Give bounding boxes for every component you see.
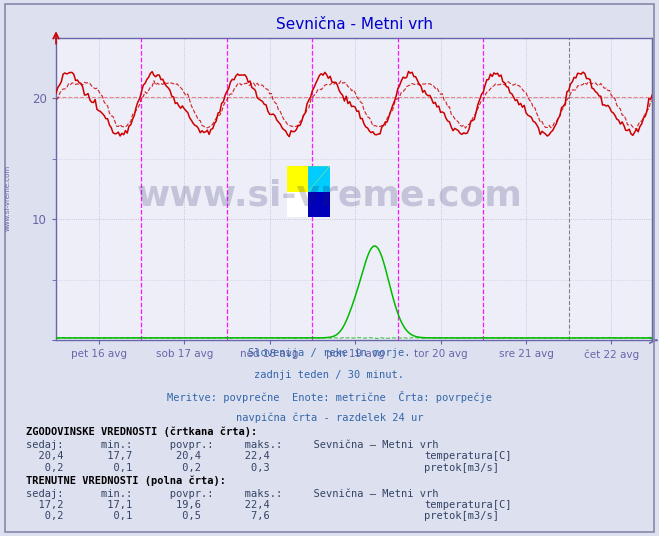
Text: 0,2        0,1        0,5        7,6: 0,2 0,1 0,5 7,6	[26, 511, 270, 522]
Title: Sevnična - Metni vrh: Sevnična - Metni vrh	[275, 17, 433, 32]
Text: 20,4       17,7       20,4       22,4: 20,4 17,7 20,4 22,4	[26, 451, 270, 461]
Text: 17,2       17,1       19,6       22,4: 17,2 17,1 19,6 22,4	[26, 500, 270, 510]
Text: 0,2        0,1        0,2        0,3: 0,2 0,1 0,2 0,3	[26, 463, 270, 473]
Text: TRENUTNE VREDNOSTI (polna črta):: TRENUTNE VREDNOSTI (polna črta):	[26, 475, 226, 486]
Text: temperatura[C]: temperatura[C]	[424, 451, 512, 461]
Text: pretok[m3/s]: pretok[m3/s]	[424, 463, 500, 473]
Bar	[287, 166, 330, 192]
Text: Meritve: povprečne  Enote: metrične  Črta: povrpečje: Meritve: povprečne Enote: metrične Črta:…	[167, 391, 492, 403]
Bar	[308, 192, 330, 217]
Text: www.si-vreme.com: www.si-vreme.com	[136, 178, 523, 213]
Text: temperatura[C]: temperatura[C]	[424, 500, 512, 510]
Text: www.si-vreme.com: www.si-vreme.com	[5, 165, 11, 232]
Text: Slovenija / reke in morje.: Slovenija / reke in morje.	[248, 348, 411, 359]
Polygon shape	[308, 166, 330, 192]
Polygon shape	[308, 166, 330, 192]
Text: ZGODOVINSKE VREDNOSTI (črtkana črta):: ZGODOVINSKE VREDNOSTI (črtkana črta):	[26, 426, 258, 437]
Text: sedaj:      min.:      povpr.:     maks.:     Sevnična – Metni vrh: sedaj: min.: povpr.: maks.: Sevnična – M…	[26, 440, 439, 450]
Text: zadnji teden / 30 minut.: zadnji teden / 30 minut.	[254, 370, 405, 380]
Text: sedaj:      min.:      povpr.:     maks.:     Sevnična – Metni vrh: sedaj: min.: povpr.: maks.: Sevnična – M…	[26, 488, 439, 499]
Polygon shape	[287, 166, 308, 192]
Text: navpična črta - razdelek 24 ur: navpična črta - razdelek 24 ur	[236, 413, 423, 423]
Text: pretok[m3/s]: pretok[m3/s]	[424, 511, 500, 522]
